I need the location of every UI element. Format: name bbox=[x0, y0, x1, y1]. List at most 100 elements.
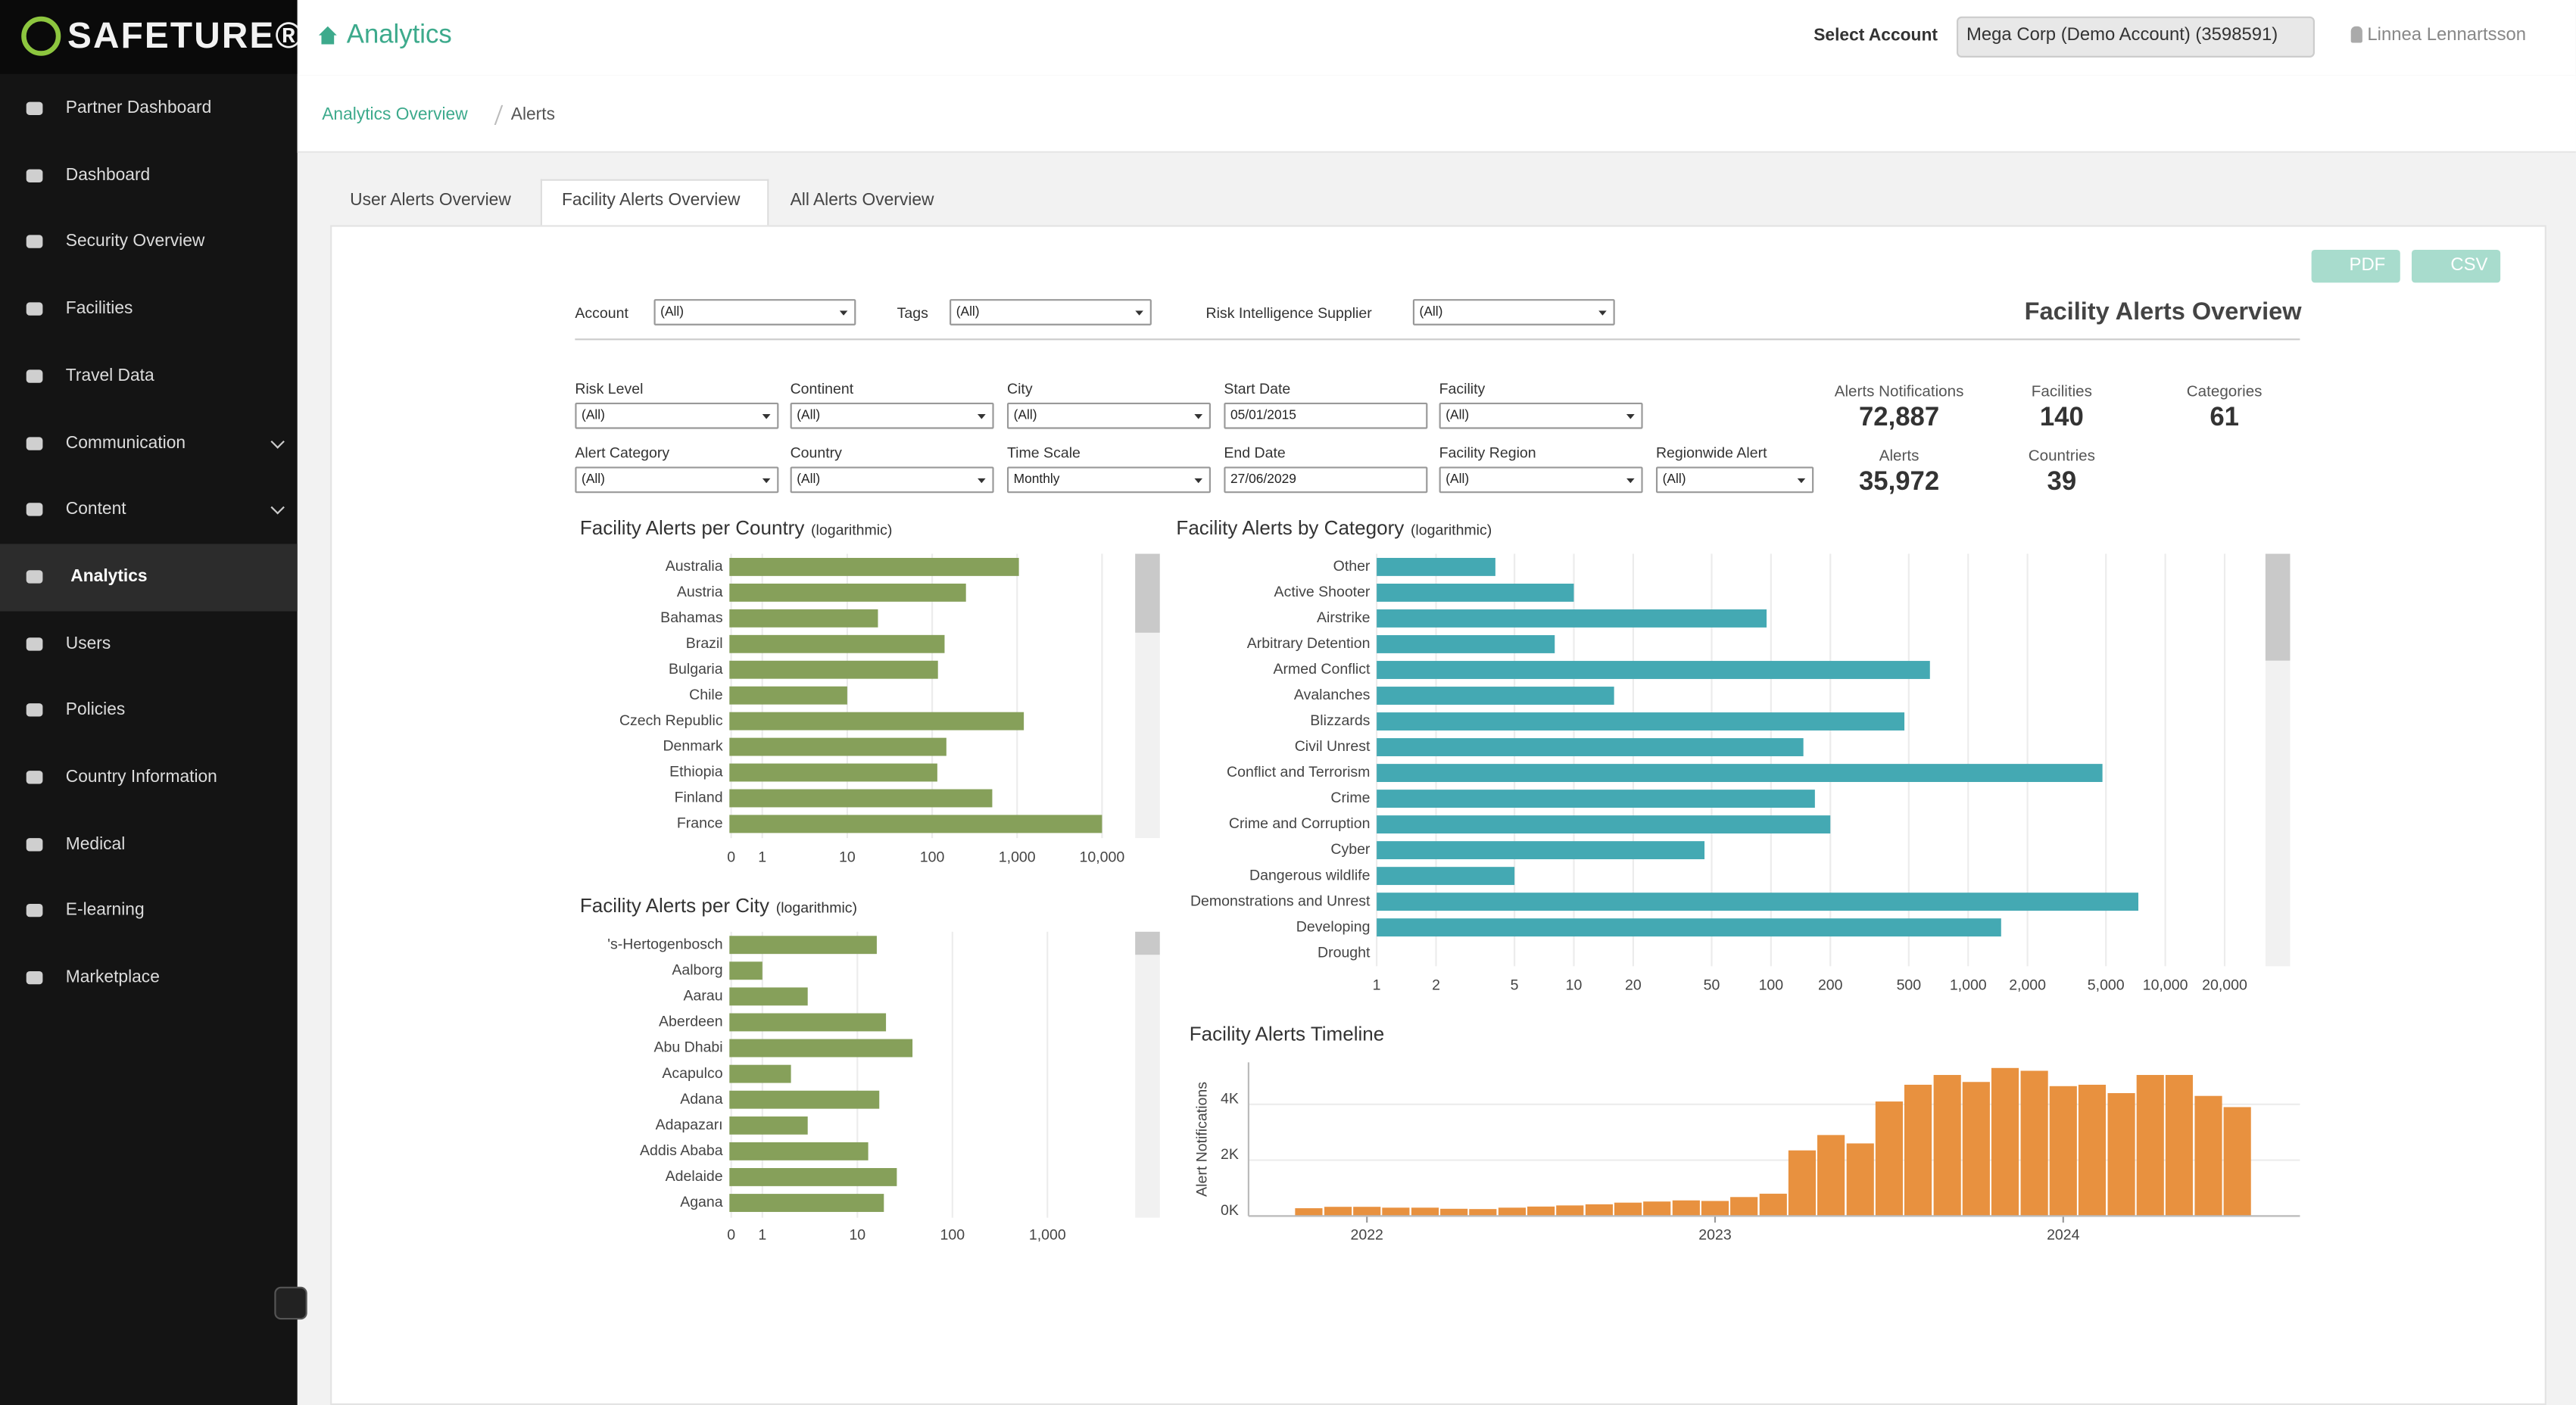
caret bbox=[1797, 478, 1806, 484]
account-value[interactable]: Mega Corp (Demo Account) (3598591) bbox=[1966, 25, 2278, 45]
filter-input[interactable] bbox=[950, 299, 1152, 326]
collapse-button[interactable] bbox=[274, 1286, 307, 1320]
x-tick-label: 1,000 bbox=[1029, 1227, 1066, 1244]
x-tick-label: 0 bbox=[727, 1227, 735, 1244]
bar bbox=[2136, 1075, 2164, 1217]
filter-value[interactable]: Monthly bbox=[1013, 472, 1060, 487]
filter-value[interactable]: 27/06/2029 bbox=[1230, 472, 1296, 487]
user-name[interactable]: Linnea Lennartsson bbox=[2367, 25, 2527, 45]
menu-item[interactable]: Dashboard bbox=[65, 165, 151, 185]
menu-item[interactable]: Marketplace bbox=[65, 967, 160, 988]
filter-input[interactable] bbox=[790, 402, 994, 429]
y-tick-label: Finland bbox=[675, 790, 723, 806]
filter-value[interactable]: (All) bbox=[582, 472, 605, 487]
filter-value[interactable]: (All) bbox=[1445, 407, 1470, 422]
filter-input[interactable] bbox=[1224, 402, 1428, 429]
x-tick-label: 2 bbox=[1432, 977, 1440, 994]
bar bbox=[1377, 841, 1705, 860]
export-label[interactable]: CSV bbox=[2450, 255, 2488, 276]
export-button[interactable] bbox=[2311, 249, 2400, 283]
chart-subtitle: (logarithmic) bbox=[811, 522, 892, 538]
filter-input[interactable] bbox=[1439, 466, 1643, 494]
tab[interactable]: User Alerts Overview bbox=[350, 190, 511, 210]
menu-item[interactable]: Partner Dashboard bbox=[65, 98, 212, 118]
x-tick-label: 100 bbox=[1759, 977, 1784, 994]
filter-input[interactable] bbox=[1655, 466, 1814, 494]
filter-value[interactable]: (All) bbox=[956, 304, 980, 319]
menu-item[interactable]: Country Information bbox=[65, 767, 217, 787]
y-tick-label: Addis Ababa bbox=[640, 1142, 723, 1159]
chart-title: Facility Alerts per City bbox=[580, 894, 769, 917]
filter-label: Start Date bbox=[1224, 380, 1291, 397]
menu-item[interactable]: Policies bbox=[65, 699, 126, 720]
filter-input[interactable] bbox=[790, 466, 994, 494]
filter-value[interactable]: 05/01/2015 bbox=[1230, 407, 1296, 422]
breadcrumb-current: Alerts bbox=[510, 104, 555, 125]
filter-input[interactable] bbox=[1006, 466, 1211, 494]
bar bbox=[729, 634, 945, 653]
breadcrumb-link[interactable]: Analytics Overview bbox=[322, 104, 468, 125]
bar bbox=[1991, 1067, 2019, 1217]
menu-item[interactable]: Facilities bbox=[65, 298, 133, 319]
menu-item[interactable]: Medical bbox=[65, 833, 126, 854]
account-select[interactable] bbox=[1956, 16, 2315, 58]
bar bbox=[1672, 1200, 1700, 1217]
page-title: Analytics bbox=[346, 21, 452, 50]
bar bbox=[1377, 584, 1574, 602]
export-label[interactable]: PDF bbox=[2349, 255, 2386, 276]
x-tick-label: 0 bbox=[727, 849, 735, 865]
menu-item[interactable]: Communication bbox=[65, 432, 186, 453]
y-tick-label: Conflict and Terrorism bbox=[1227, 764, 1370, 780]
filter-value[interactable]: (All) bbox=[1013, 407, 1037, 422]
menu-item[interactable]: Security Overview bbox=[65, 232, 205, 252]
bar bbox=[1377, 815, 1831, 834]
export-button[interactable] bbox=[2411, 249, 2501, 283]
caret bbox=[762, 478, 771, 484]
y-tick-label: Denmark bbox=[663, 738, 722, 755]
menu-item[interactable]: Travel Data bbox=[65, 366, 154, 386]
tab[interactable]: Facility Alerts Overview bbox=[562, 190, 741, 210]
bar bbox=[1382, 1207, 1410, 1217]
menu-icon bbox=[26, 637, 43, 650]
bar bbox=[729, 1142, 869, 1160]
filter-value[interactable]: (All) bbox=[660, 304, 685, 319]
chart-subtitle: (logarithmic) bbox=[1411, 522, 1492, 538]
filter-value[interactable]: (All) bbox=[1419, 304, 1443, 319]
filter-input[interactable] bbox=[1006, 402, 1211, 429]
filter-value[interactable]: (All) bbox=[1445, 472, 1470, 487]
x-tick-label: 20 bbox=[1625, 977, 1642, 994]
filter-input[interactable] bbox=[1224, 466, 1428, 494]
x-tick-label: 500 bbox=[1897, 977, 1922, 994]
filter-value[interactable]: (All) bbox=[797, 472, 821, 487]
y-tick-label: Active Shooter bbox=[1274, 584, 1371, 600]
menu-item[interactable]: E-learning bbox=[65, 900, 145, 921]
y-tick-label: Brazil bbox=[686, 635, 723, 652]
bar bbox=[1377, 687, 1614, 705]
scrollbar-thumb bbox=[1135, 553, 1160, 633]
filter-input[interactable] bbox=[1439, 402, 1643, 429]
filter-input[interactable] bbox=[653, 299, 856, 326]
menu-item[interactable]: Analytics bbox=[70, 566, 148, 587]
caret bbox=[762, 414, 771, 419]
y-tick-label: Aberdeen bbox=[659, 1014, 723, 1030]
x-tick-label: 2024 bbox=[2047, 1227, 2080, 1244]
y-tick-label: Bulgaria bbox=[669, 661, 723, 678]
filter-label: Continent bbox=[790, 380, 854, 397]
x-tick-label: 10 bbox=[849, 1227, 865, 1244]
caret bbox=[1194, 414, 1203, 419]
filter-value[interactable]: (All) bbox=[797, 407, 821, 422]
filter-value[interactable]: (All) bbox=[1662, 472, 1686, 487]
tab[interactable]: All Alerts Overview bbox=[790, 190, 934, 210]
filter-input[interactable] bbox=[575, 402, 779, 429]
chart-title: Facility Alerts Timeline bbox=[1190, 1022, 1384, 1045]
y-tick-label: Adana bbox=[680, 1091, 723, 1107]
filter-input[interactable] bbox=[575, 466, 779, 494]
bar bbox=[729, 1039, 913, 1058]
filter-input[interactable] bbox=[1412, 299, 1615, 326]
menu-item[interactable]: Users bbox=[65, 633, 111, 653]
filter-value[interactable]: (All) bbox=[582, 407, 605, 422]
bar bbox=[1353, 1207, 1381, 1217]
menu-item[interactable]: Content bbox=[65, 499, 126, 519]
divider bbox=[575, 338, 2300, 341]
